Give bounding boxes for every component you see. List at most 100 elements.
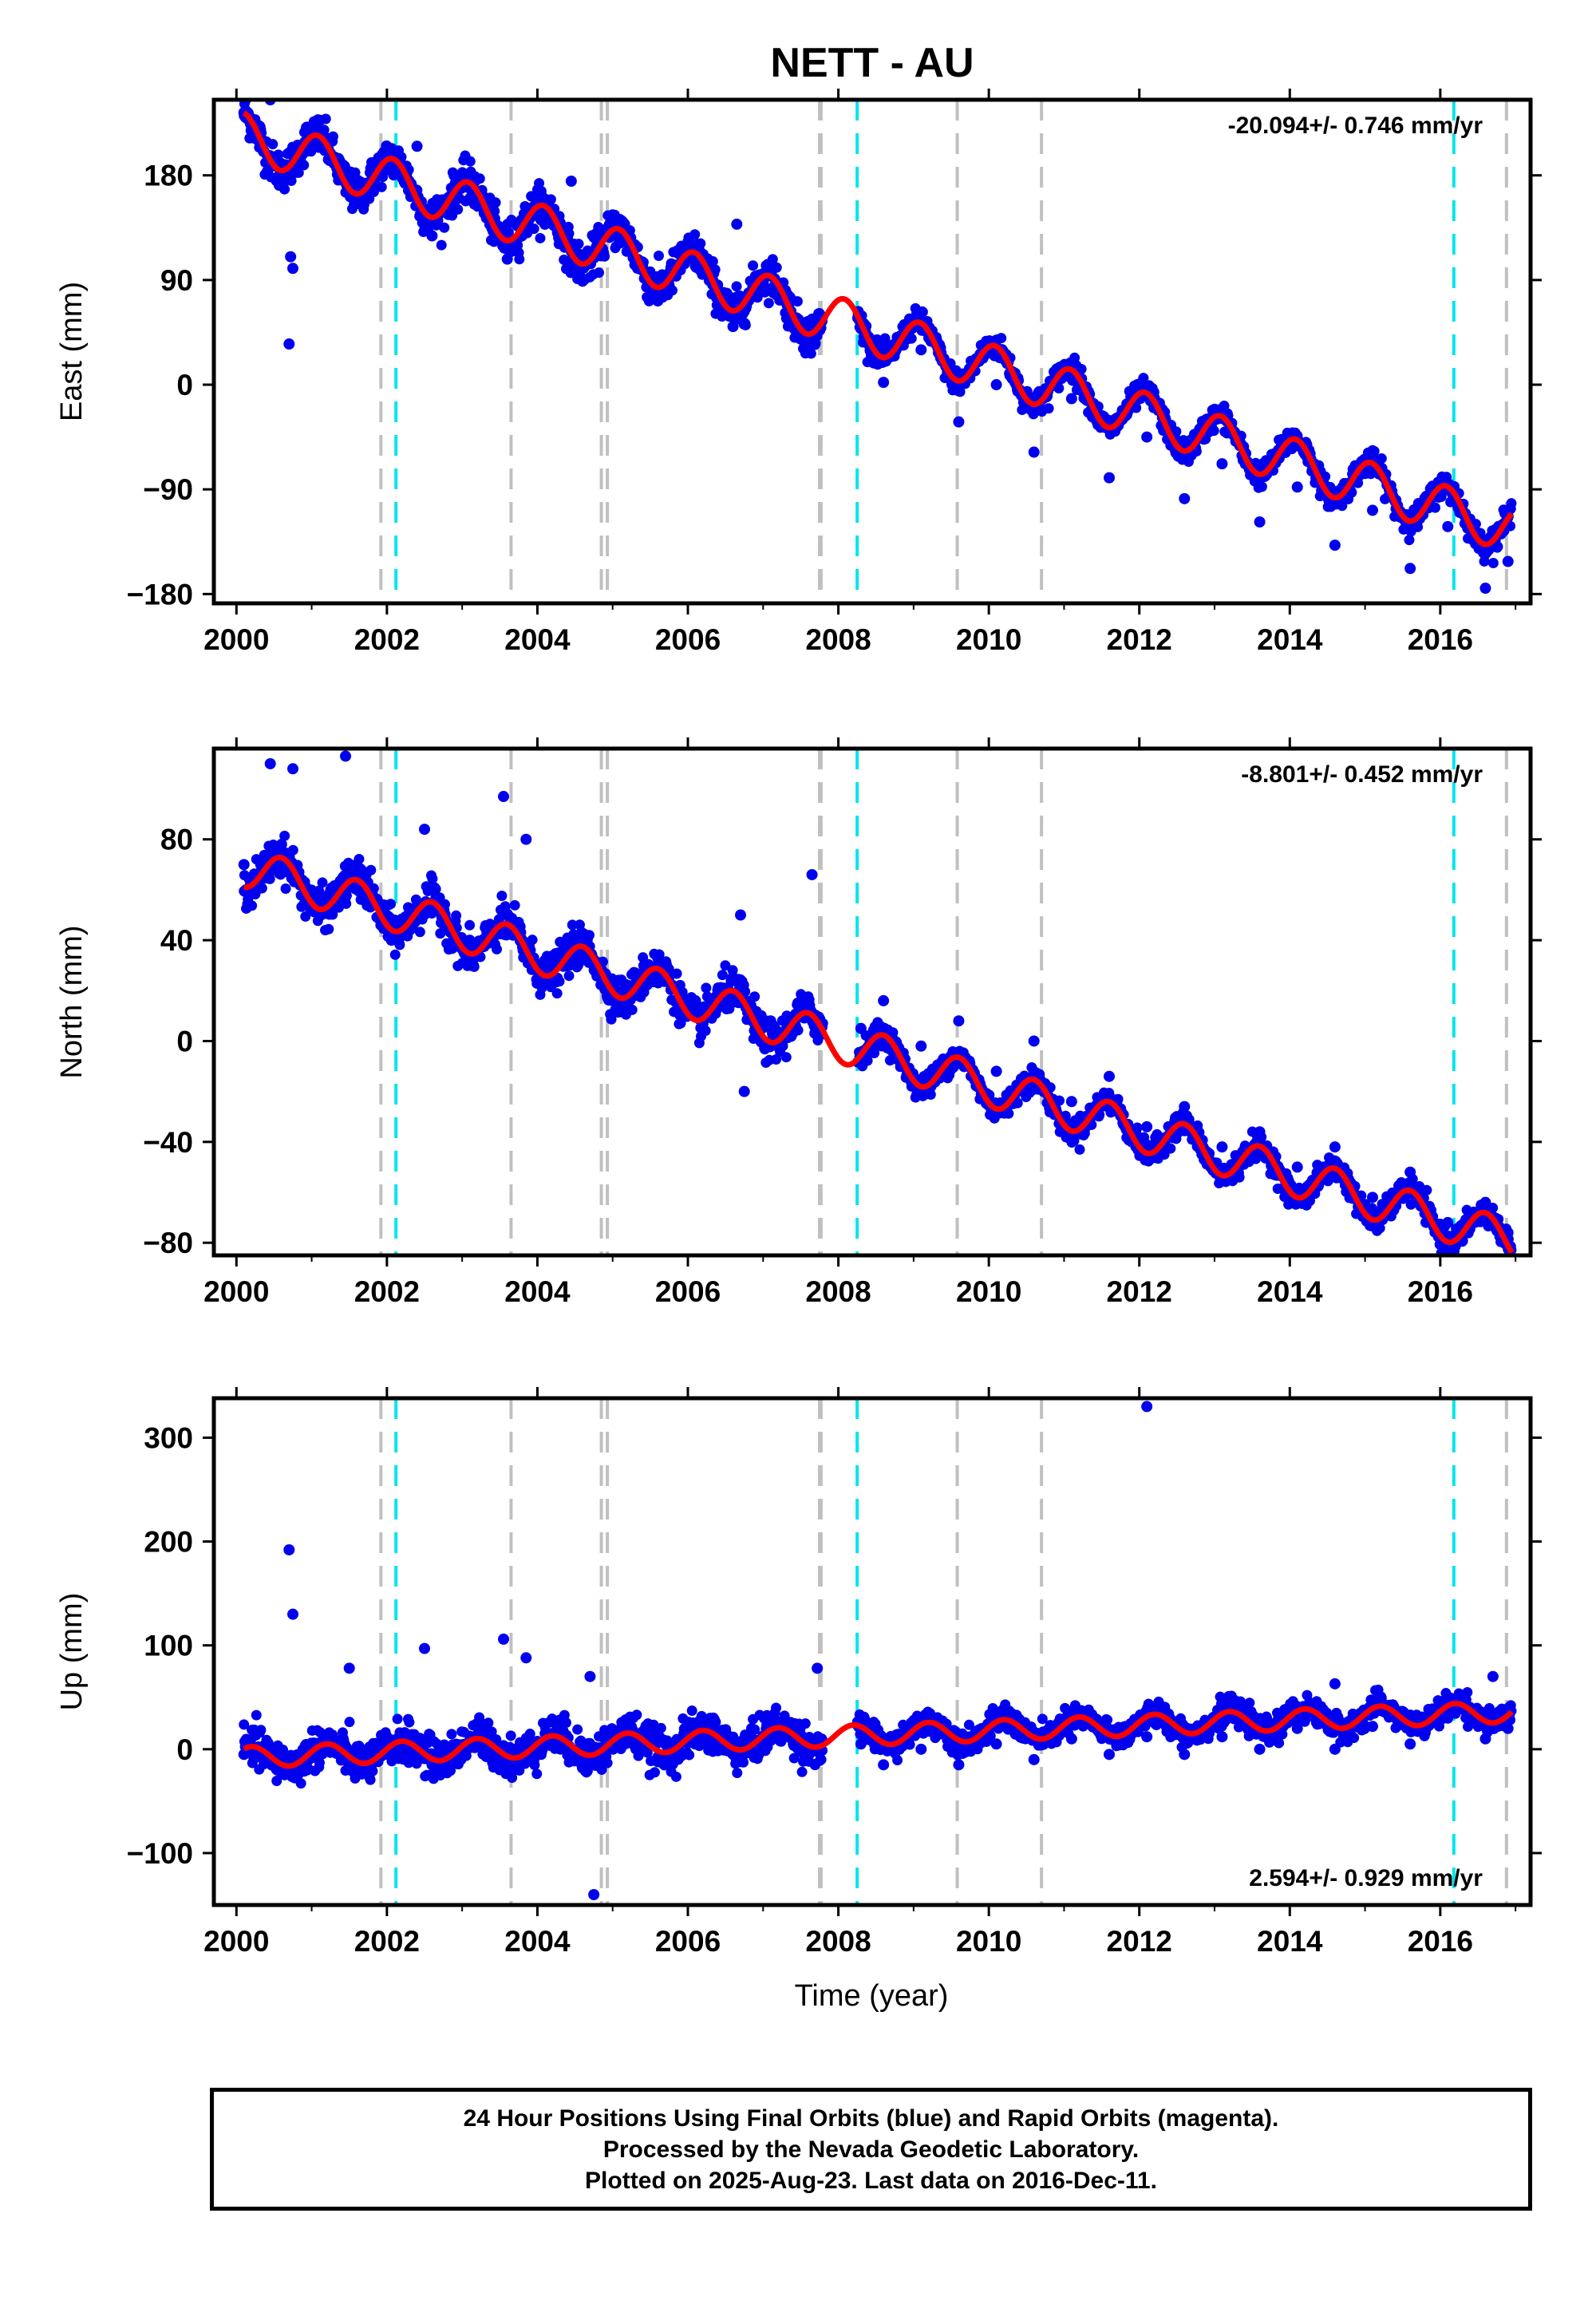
data-point	[855, 1022, 867, 1034]
y-tick-label: −40	[143, 1126, 193, 1159]
data-point	[1141, 431, 1153, 443]
data-point	[1502, 555, 1514, 567]
data-point	[727, 974, 739, 986]
data-point	[748, 260, 759, 271]
x-tick-label: 2008	[805, 1275, 871, 1308]
data-point	[1054, 1095, 1065, 1106]
data-point	[1404, 535, 1415, 546]
data-point	[539, 218, 551, 230]
data-point	[1376, 453, 1387, 464]
x-axis: 2000 2002 2004 2006 2008 2010 2012 2014 2016	[203, 737, 1517, 1308]
data-point	[695, 238, 706, 249]
data-point	[1367, 504, 1378, 516]
data-point	[464, 192, 476, 204]
data-point	[990, 1065, 1002, 1077]
data-point	[256, 883, 267, 894]
data-point	[763, 298, 774, 309]
data-point	[1065, 393, 1077, 405]
data-point	[577, 275, 588, 287]
data-point	[414, 927, 425, 938]
data-point	[286, 176, 297, 187]
outlier-point	[340, 750, 351, 762]
x-tick-label: 2004	[504, 1275, 571, 1308]
data-point	[1234, 1172, 1245, 1183]
x-tick-label: 2000	[203, 1275, 269, 1308]
data-point	[1479, 1196, 1491, 1208]
data-point	[652, 295, 664, 307]
data-point	[446, 1729, 457, 1740]
data-point	[293, 167, 304, 178]
data-point	[1216, 458, 1228, 470]
data-point	[468, 961, 480, 972]
data-point	[1017, 405, 1028, 416]
data-point	[385, 899, 397, 910]
data-point	[318, 124, 330, 136]
data-point	[990, 379, 1002, 391]
x-tick-label: 2006	[655, 623, 721, 656]
data-point	[295, 1778, 306, 1789]
data-point	[527, 935, 538, 946]
data-point	[1179, 1101, 1191, 1113]
rate-label: -20.094+/- 0.746 mm/yr	[1228, 113, 1483, 139]
data-point	[251, 1709, 262, 1721]
data-point	[545, 194, 556, 205]
data-point	[879, 333, 891, 344]
data-point	[389, 949, 401, 960]
data-point	[1131, 402, 1142, 413]
data-point	[327, 131, 338, 142]
data-point	[452, 204, 464, 215]
data-point	[323, 923, 334, 935]
data-point	[439, 222, 450, 233]
data-point	[614, 237, 626, 249]
outlier-point	[806, 868, 818, 880]
data-point	[614, 974, 626, 986]
x-tick-label: 2016	[1408, 623, 1473, 656]
data-point	[764, 283, 776, 295]
outlier-point	[738, 1085, 750, 1097]
data-point	[255, 1725, 267, 1736]
x-tick-label: 2010	[956, 623, 1021, 656]
data-point	[802, 994, 814, 1006]
data-point	[1291, 1161, 1303, 1173]
y-tick-label: 80	[160, 824, 193, 856]
data-point	[392, 1713, 403, 1725]
data-point	[1254, 1126, 1266, 1138]
data-point	[1505, 1263, 1515, 1273]
x-tick-label: 2002	[354, 1275, 420, 1308]
figure-title: NETT - AU	[770, 40, 974, 86]
outlier-point	[264, 757, 276, 769]
data-point	[740, 319, 751, 330]
data-point	[1179, 492, 1191, 504]
data-point	[365, 1774, 376, 1785]
data-point	[554, 976, 565, 987]
data-point	[367, 1765, 378, 1777]
data-point	[501, 253, 513, 265]
x-tick-label: 2008	[805, 623, 871, 656]
data-point	[1141, 1120, 1153, 1132]
data-point	[771, 262, 782, 273]
data-point	[287, 844, 298, 856]
data-point	[1412, 521, 1424, 532]
data-point	[1104, 472, 1115, 484]
data-point	[451, 910, 462, 921]
data-point	[490, 197, 501, 208]
data-point	[539, 954, 551, 966]
data-point	[1329, 1141, 1341, 1153]
data-point	[666, 285, 678, 296]
data-point	[279, 184, 290, 195]
data-point	[626, 1004, 638, 1015]
series-outliers	[264, 750, 818, 1097]
data-point	[306, 146, 317, 157]
data-point	[1421, 1184, 1432, 1196]
data-point	[599, 251, 610, 262]
data-point	[563, 970, 575, 982]
data-point	[464, 919, 476, 931]
outlier-point	[411, 140, 423, 152]
data-point	[767, 254, 778, 265]
y-tick-label: 0	[176, 1025, 193, 1057]
data-point	[394, 939, 405, 951]
data-point	[878, 994, 890, 1006]
outlier-point	[283, 338, 295, 350]
data-point	[464, 935, 476, 947]
